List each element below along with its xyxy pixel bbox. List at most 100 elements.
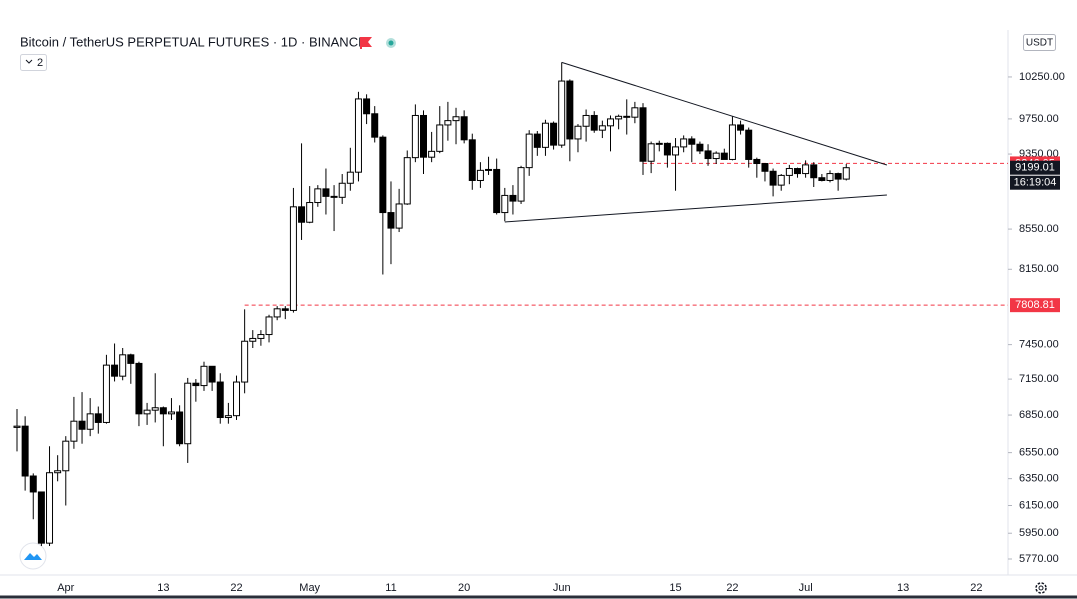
candle-body [281,308,289,311]
candle-body [176,411,184,445]
x-tick-label: 20 [458,582,470,594]
candle-body [525,133,533,169]
gear-hub [1038,585,1044,591]
currency-button[interactable]: USDT [1023,34,1056,51]
candle-body [233,381,241,417]
candle-body [704,150,712,160]
candle-body [493,168,501,214]
candle-body [241,340,249,383]
candle-body [379,136,387,214]
settings-gear[interactable] [1035,582,1047,594]
candle-body [395,203,403,229]
candle-body [54,470,62,474]
candle-body [688,138,696,145]
x-tick-label: 22 [230,582,242,594]
y-tick-label: 5770.00 [1019,553,1059,565]
candle-body [338,182,346,198]
candle-body [249,337,257,342]
candle-body [606,118,614,127]
candle-body [265,316,273,336]
candle-body [143,409,151,415]
status-dot [388,40,394,46]
y-tick-label: 8150.00 [1019,263,1059,275]
candle-body [517,167,525,202]
chevron [25,59,33,64]
candle-body [598,125,606,131]
candle-body [444,120,452,126]
candle-body [151,407,159,411]
candle-body [192,382,200,387]
candle-body [330,195,338,198]
y-tick-label: 6850.00 [1019,409,1059,421]
candle-body [769,170,777,186]
level-label: 7808.81 [1015,299,1055,311]
x-tick-label: Jul [799,582,813,594]
candle-body [411,114,419,159]
currency-label: USDT [1026,38,1053,49]
trend-line [504,194,887,223]
candle-body [29,475,37,493]
gear-ring [1035,582,1047,594]
indicator-toggle[interactable]: 2 [20,54,47,71]
countdown-label: 16:19:04 [1014,177,1057,189]
x-tick-label: 22 [726,582,738,594]
candle-body [737,124,745,131]
candle-body [387,212,395,229]
candle-body [810,164,818,179]
candle-body [159,407,167,415]
candle-body [363,98,371,115]
y-tick-label: 6550.00 [1019,447,1059,459]
candle-body [216,381,224,419]
candle-body [745,129,753,160]
candle-body [13,425,21,428]
candle-body [306,202,314,223]
flag-icon[interactable] [360,37,372,49]
candle-body [62,440,70,472]
candle-body [802,164,810,175]
y-tick-label: 6350.00 [1019,473,1059,485]
candle-body [541,122,549,148]
logo-mark [24,553,42,560]
candle-body [720,152,728,160]
x-tick-label: Jun [553,582,571,594]
countdown-bg [1010,175,1060,190]
candle-body [403,157,411,205]
x-tick-label: 11 [385,582,396,594]
candle-body [623,115,631,118]
candle-body [566,80,574,140]
candle-body [712,152,720,160]
candle-body [631,107,639,118]
candle-body [639,107,647,162]
candle-body [550,122,558,146]
y-tick-label: 7450.00 [1019,339,1059,351]
candle-body [184,382,192,445]
x-tick-label: 22 [970,582,982,594]
trend-line [561,61,888,166]
candle-body [533,133,541,148]
candle-body [452,116,460,122]
y-tick-label: 9750.00 [1019,113,1059,125]
candles [13,62,850,547]
last-price-bg [1010,160,1060,175]
candle-body [428,150,436,158]
candle-body [672,146,680,156]
candle-body [420,114,427,158]
candle-body [590,114,598,131]
tradingview-logo[interactable] [19,542,47,570]
x-tick-label: 13 [897,582,909,594]
candle-body [460,116,468,141]
candle-body [558,80,566,146]
candle-body [257,334,265,339]
candle-body [501,194,509,214]
candle-body [574,125,582,140]
x-tick-label: 13 [157,582,169,594]
candle-body [509,194,517,202]
candle-body [647,143,655,162]
candle-body [680,138,688,148]
flag-shape [360,37,372,49]
candle-body [485,168,493,171]
candle-body [842,167,850,180]
candle-body [21,425,29,477]
candle-body [37,491,45,544]
